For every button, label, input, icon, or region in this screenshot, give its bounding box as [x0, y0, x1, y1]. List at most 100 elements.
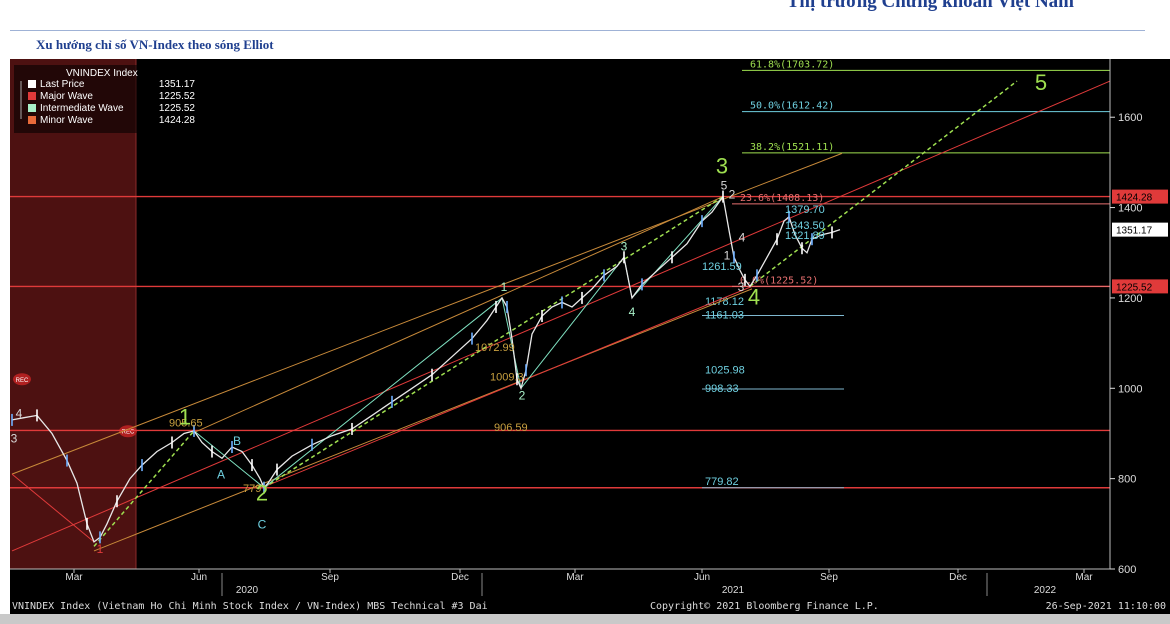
bottom-strip — [0, 614, 1170, 624]
channel-line — [191, 196, 724, 434]
x-tick-label: Dec — [451, 572, 469, 583]
rec-badge — [13, 373, 31, 386]
legend-title: VNINDEX Index — [66, 68, 138, 79]
wave-label: 1 — [97, 542, 104, 556]
channel-line — [261, 285, 753, 489]
price-annotation: 1072.99 — [475, 342, 515, 354]
footer-source: VNINDEX Index (Vietnam Ho Chi Minh Stock… — [12, 601, 488, 612]
recession-band — [10, 59, 136, 569]
legend-box — [14, 65, 200, 133]
price-annotation: 1009.3 — [490, 372, 524, 384]
fib-label: 38.2%(1521.11) — [750, 142, 834, 153]
legend-entry-name: Minor Wave — [40, 115, 93, 126]
wave-label: 1 — [501, 280, 508, 294]
x-tick-label: Jun — [694, 572, 710, 583]
channel-line — [11, 152, 843, 475]
legend-entry-value: 1351.17 — [159, 79, 196, 90]
legend-swatch — [28, 116, 36, 124]
price-tag-box — [1112, 279, 1168, 294]
wave-label: 5 — [1035, 70, 1047, 95]
price-annotation: 1343.50 — [785, 220, 825, 232]
y-tick-label: 800 — [1118, 474, 1136, 486]
y-tick-label: 1400 — [1118, 203, 1142, 215]
fib-label: 23.6%(1408.13) — [740, 193, 824, 204]
x-tick-label: Sep — [321, 572, 339, 583]
wave-label: 3 — [716, 154, 728, 179]
wave-label: 4 — [629, 305, 636, 319]
price-tag-label: 1424.28 — [1116, 193, 1153, 204]
price-annotation: 906.59 — [494, 422, 528, 434]
x-tick-label: Mar — [65, 572, 83, 583]
x-tick-label: Jun — [191, 572, 207, 583]
legend-entry-name: Last Price — [40, 79, 85, 90]
support-label: 1025.98 — [705, 365, 745, 377]
price-tag-box — [1112, 189, 1168, 204]
rec-label: REC — [122, 430, 135, 436]
chart-caption: Xu hướng chỉ số VN-Index theo sóng Ellio… — [36, 37, 274, 52]
vnindex-chart: REC REC 61.8%(1703.72) 50.0%(1612.42) 38.2%(… — [10, 59, 1170, 614]
footer-copyright: Copyright© 2021 Bloomberg Finance L.P. — [650, 601, 879, 612]
legend-entry-value: 1424.28 — [159, 115, 196, 126]
y-tick-label: 600 — [1118, 564, 1136, 576]
legend-entry-name: Intermediate Wave — [40, 103, 124, 114]
price-annotation: 1321.89 — [785, 230, 825, 242]
year-label: 2022 — [1034, 585, 1057, 596]
channel-line — [11, 473, 95, 543]
wave-label: 3 — [621, 239, 628, 253]
support-label: 779.82 — [705, 476, 739, 488]
footer-timestamp: 26-Sep-2021 11:10:00 — [1046, 601, 1166, 612]
x-tick-label: Mar — [566, 572, 584, 583]
report-header: Thị trường Chứng khoán Việt Nam — [0, 0, 1170, 31]
legend-swatch — [28, 104, 36, 112]
support-label: 1178.12 — [705, 296, 744, 308]
x-tick-label: Mar — [1075, 572, 1093, 583]
legend-entry-value: 1225.52 — [159, 103, 196, 114]
price-line — [11, 194, 841, 543]
fib-label: 0.0%(1225.52) — [740, 275, 818, 286]
year-label: 2020 — [236, 585, 259, 596]
wave-label: A — [217, 468, 225, 482]
wave-label: 4 — [16, 407, 23, 421]
y-tick-label: 1000 — [1118, 383, 1142, 395]
channel-line — [11, 80, 1111, 552]
legend-entry-name: Major Wave — [40, 91, 93, 102]
support-label: 998.33 — [705, 383, 739, 395]
x-tick-label: Sep — [820, 572, 838, 583]
wave-label: 5 — [721, 179, 728, 193]
header-divider — [10, 30, 1145, 31]
year-label: 2021 — [722, 585, 745, 596]
wave-label: 3 — [738, 280, 745, 294]
wave-label: 1 — [724, 249, 731, 263]
support-label: 1161.03 — [705, 310, 744, 322]
channel-line — [93, 288, 753, 552]
wave-dash — [93, 430, 195, 547]
report-title: Thị trường Chứng khoán Việt Nam — [786, 0, 1074, 12]
wave-label: B — [233, 434, 241, 448]
price-tag-label: 1351.17 — [1116, 226, 1153, 237]
rec-badge — [119, 425, 137, 438]
price-annotation: 1379.70 — [785, 204, 825, 216]
wave-label: 2 — [256, 480, 268, 505]
price-tag-label: 1225.52 — [1116, 282, 1153, 293]
price-annotation: 905.65 — [169, 418, 203, 430]
legend-entry-value: 1225.52 — [159, 91, 196, 102]
wave-label: 4 — [739, 230, 746, 244]
legend-swatch — [28, 80, 36, 88]
chart-svg: REC REC 61.8%(1703.72) 50.0%(1612.42) 38.2%(… — [10, 59, 1168, 612]
x-tick-label: Dec — [949, 572, 967, 583]
rec-label: REC — [16, 378, 29, 384]
legend-swatch — [28, 92, 36, 100]
fib-label: 50.0%(1612.42) — [750, 101, 834, 112]
wave-label: C — [258, 517, 267, 531]
wave-projection-5 — [749, 80, 1018, 287]
wave-label: 2 — [519, 389, 526, 403]
price-annotation: 1261.59 — [702, 261, 742, 273]
y-tick-label: 1200 — [1118, 293, 1142, 305]
price-annotation: 779 — [243, 483, 261, 495]
y-tick-label: 1600 — [1118, 112, 1142, 124]
wave-label: 1 — [179, 404, 191, 429]
fib-label: 61.8%(1703.72) — [750, 59, 834, 70]
wave-label: 2 — [729, 188, 736, 202]
wave-label: 3 — [11, 432, 18, 446]
wave-label: 4 — [748, 285, 760, 310]
